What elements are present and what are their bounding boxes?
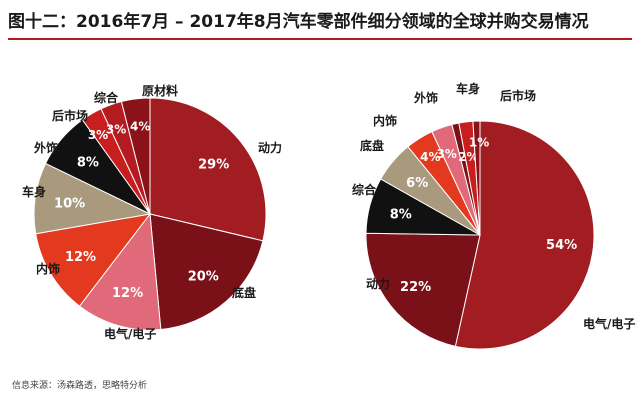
pie1-slice-body: [33, 162, 152, 235]
pie-chart-2: 54% 电气/电子 22% 动力 8% 综合 6% 底盘 4% 内饰 3% 外饰 车身 2% 后市场 1%: [352, 81, 635, 350]
pie1-percent-raw-materials: 4%: [130, 120, 150, 134]
pie1-label-aftermarket: 后市场: [52, 108, 88, 123]
pie2-label-body: 车身: [456, 81, 480, 96]
pie2-percent-general: 8%: [390, 208, 412, 223]
pie1-percent-chassis: 20%: [188, 269, 219, 284]
title-divider: [8, 38, 632, 40]
pie2-label-interior: 内饰: [373, 113, 397, 128]
pie1-percent-general: 3%: [106, 122, 126, 136]
pie2-percent-electrical: 54%: [546, 238, 577, 253]
pie2-label-general: 综合: [352, 182, 377, 197]
pie1-slice-raw-materials: [120, 97, 151, 215]
pie1-label-chassis: 底盘: [232, 285, 256, 300]
pie1-percent-exterior: 8%: [77, 156, 99, 171]
pie2-label-power: 动力: [366, 276, 390, 291]
pie2-percent-interior: 4%: [420, 150, 440, 164]
pie1-percent-power: 29%: [198, 158, 229, 173]
pie1-label-exterior: 外饰: [34, 140, 58, 155]
pie2-slice-other: [472, 120, 481, 236]
pie2-percent-exterior: 3%: [436, 147, 456, 161]
pie2-label-chassis: 底盘: [360, 138, 384, 153]
pie1-label-interior: 内饰: [36, 261, 60, 276]
pie1-label-body: 车身: [22, 184, 46, 199]
pie2-slice-power: [365, 232, 481, 347]
source-note: 信息来源：汤森路透，思略特分析: [12, 381, 148, 391]
pie1-slice-interior: [35, 213, 152, 307]
pie2-label-electrical: 电气/电子: [583, 316, 635, 331]
pie1-slice-chassis: [149, 213, 264, 331]
pie2-label-aftermarket: 后市场: [500, 88, 536, 103]
pie1-label-raw-materials: 原材料: [142, 83, 178, 98]
pie1-percent-interior: 12%: [65, 250, 96, 265]
pie1-label-electrical: 电气/电子: [104, 326, 156, 341]
pie1-label-general: 综合: [94, 90, 119, 105]
pie2-percent-chassis: 6%: [406, 176, 428, 191]
pie1-slice-electrical: [78, 212, 162, 331]
pie1-percent-electrical: 12%: [112, 286, 143, 301]
pie-chart-1: 29%动力20%底盘12%电气/电子12%内饰10%车身8%外饰3%后市场3%综…: [22, 83, 282, 341]
pie2-label-exterior: 外饰: [414, 90, 438, 105]
figure-title-bar: 图十二：2016年7月 – 2017年8月汽车零部件细分领域的全球并购交易情况: [0, 0, 640, 38]
pie1-label-power: 动力: [258, 140, 282, 155]
pie1-percent-body: 10%: [54, 197, 85, 212]
pie-charts: 29%动力20%底盘12%电气/电子12%内饰10%车身8%外饰3%后市场3%综…: [22, 81, 635, 350]
pie1-percent-aftermarket: 3%: [88, 128, 108, 142]
pie1-slice-power: [149, 97, 267, 242]
pie2-percent-aftermarket: 2%: [458, 150, 478, 164]
pie2-percent-power: 22%: [400, 280, 431, 295]
pie2-percent-other: 1%: [469, 136, 489, 150]
pie2-slice-electrical: [454, 120, 595, 350]
figure-title: 图十二：2016年7月 – 2017年8月汽车零部件细分领域的全球并购交易情况: [8, 11, 589, 32]
